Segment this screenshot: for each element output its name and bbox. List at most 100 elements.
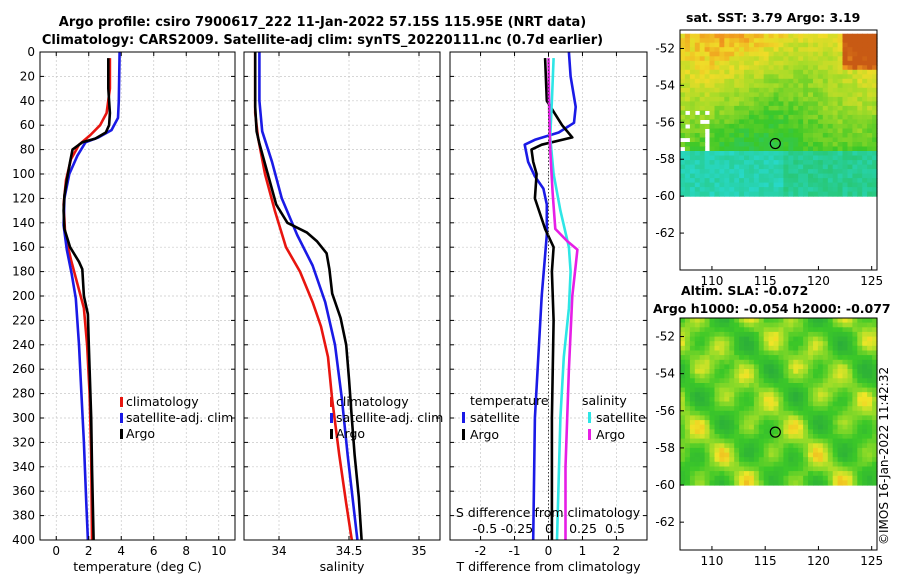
salinity-xtick-label: 35 <box>411 544 426 558</box>
temperature-ytick-label: 140 <box>12 216 35 230</box>
temperature-ytick-label: 200 <box>12 289 35 303</box>
temperature-xlabel: temperature (deg C) <box>73 559 202 574</box>
temperature-xtick-label: 4 <box>117 544 125 558</box>
diff-legend-swatch <box>588 429 591 440</box>
temperature-ytick-label: 20 <box>20 69 35 83</box>
sla-map-ytick-label: -52 <box>655 330 675 344</box>
sst-panel-title: sat. SST: 3.79 Argo: 3.19 <box>686 10 861 25</box>
temperature-ytick-label: 380 <box>12 509 35 523</box>
temperature-ytick-label: 360 <box>12 484 35 498</box>
sat-sst-map-ytick-label: -56 <box>655 115 675 129</box>
temperature-xtick-label: 8 <box>182 544 190 558</box>
figure-title-line2: Climatology: CARS2009. Satellite-adj cli… <box>41 33 604 48</box>
sat-sst-map-ytick-label: -60 <box>655 189 675 203</box>
sla-map-ytick-label: -60 <box>655 478 675 492</box>
sat-sst-map-xtick-label: 120 <box>807 274 830 288</box>
sla-map-xtick-label: 125 <box>860 554 883 568</box>
differences-series-temperature-argo <box>530 58 574 540</box>
sla-map-ytick-label: -56 <box>655 404 675 418</box>
temperature-xtick-label: 6 <box>150 544 158 558</box>
figure-title-line1: Argo profile: csiro 7900617_222 11-Jan-2… <box>58 15 587 30</box>
salinity-xtick-label: 34.5 <box>336 544 363 558</box>
temperature-xtick-label: 10 <box>211 544 226 558</box>
diff-secondary-xtick-label: -0.25 <box>501 521 533 536</box>
salinity-series-argo <box>253 52 363 541</box>
sat-sst-map-ytick-label: -52 <box>655 41 675 55</box>
sat-sst-map-ytick-label: -54 <box>655 78 675 92</box>
sat-sst-map-field <box>680 33 878 197</box>
sat-sst-map-ytick-label: -62 <box>655 226 675 240</box>
diff-legend-label: Argo <box>596 427 625 442</box>
differences-xtick-label: 2 <box>613 544 621 558</box>
temperature-ytick-label: 320 <box>12 435 35 449</box>
salinity-legend-label: climatology <box>336 394 409 409</box>
differences-xtick-label: -1 <box>509 544 521 558</box>
temperature-legend-label: climatology <box>126 394 199 409</box>
temperature-legend-swatch <box>120 397 123 407</box>
temperature-ytick-label: 100 <box>12 167 35 181</box>
salinity-legend-label: satellite-adj. clim <box>336 410 443 425</box>
sat-sst-map-ytick-label: -58 <box>655 152 675 166</box>
temperature-legend-label: satellite-adj. clim <box>126 410 233 425</box>
diff-secondary-xlabel: S difference from climatology <box>456 505 641 520</box>
temperature-ytick-label: 280 <box>12 387 35 401</box>
temperature-legend-swatch <box>120 413 123 423</box>
sat-sst-map-xtick-label: 115 <box>754 274 777 288</box>
temperature-ytick-label: 60 <box>20 118 35 132</box>
sat-sst-map-axes-frame <box>679 29 878 271</box>
diff-legend-swatch <box>462 429 465 440</box>
salinity-legend-swatch <box>330 413 333 423</box>
differences-xlabel: T difference from climatology <box>455 559 641 574</box>
temperature-series-climatology <box>62 58 112 541</box>
sat-sst-map-xtick-label: 110 <box>700 274 723 288</box>
sat-sst-map-argo-marker <box>769 137 781 150</box>
temperature-ytick-label: 40 <box>20 94 35 108</box>
differences-xtick-label: 0 <box>545 544 553 558</box>
sla-map-ytick-label: -58 <box>655 441 675 455</box>
temperature-ytick-label: 220 <box>12 313 35 327</box>
diff-legend-label: satellite <box>470 410 520 425</box>
sla-map-xtick-label: 115 <box>754 554 777 568</box>
temperature-ytick-label: 80 <box>20 143 35 157</box>
temperature-ytick-label: 160 <box>12 240 35 254</box>
diff-secondary-xtick-label: 0.25 <box>569 521 597 536</box>
temperature-ytick-label: 340 <box>12 460 35 474</box>
differences-series-temperature-satellite <box>523 51 578 541</box>
sla-panel-title-line2: Argo h1000: -0.054 h2000: -0.077 <box>653 301 891 316</box>
temperature-legend-label: Argo <box>126 426 155 441</box>
temperature-legend-swatch <box>120 429 123 439</box>
temperature-xtick-label: 0 <box>52 544 60 558</box>
sla-map-field <box>680 318 878 486</box>
diff-legend-label: satellite <box>596 410 646 425</box>
diff-secondary-xtick-label: 0.5 <box>605 521 625 536</box>
salinity-xtick-label: 34 <box>271 544 286 558</box>
diff-legend-swatch <box>588 412 591 423</box>
temperature-ytick-label: 120 <box>12 191 35 205</box>
diff-legend-swatch <box>462 412 465 423</box>
sat-sst-map-xtick-label: 125 <box>860 274 883 288</box>
sla-panel-title-line1: Altim. SLA: -0.072 <box>681 283 809 298</box>
temperature-ytick-label: 400 <box>12 533 35 547</box>
salinity-series-satellite-adj.-clim <box>258 52 359 541</box>
differences-series-salinity-argo <box>547 58 579 540</box>
sla-map-xtick-label: 120 <box>807 554 830 568</box>
sla-map-xtick-label: 110 <box>700 554 723 568</box>
temperature-ytick-label: 180 <box>12 265 35 279</box>
diff-legend-salinity-header: salinity <box>582 393 627 408</box>
temperature-xtick-label: 2 <box>85 544 93 558</box>
temperature-ytick-label: 300 <box>12 411 35 425</box>
diff-secondary-xtick-label: -0.5 <box>473 521 497 536</box>
differences-xtick-label: 1 <box>579 544 587 558</box>
sla-map-axes-frame <box>679 317 878 551</box>
diff-legend-temperature-header: temperature <box>470 393 549 408</box>
temperature-ytick-label: 0 <box>27 45 35 59</box>
diff-legend-label: Argo <box>470 427 499 442</box>
sla-map-argo-marker <box>769 426 781 438</box>
salinity-xlabel: salinity <box>320 559 365 574</box>
salinity-legend-label: Argo <box>336 426 365 441</box>
differences-xtick-label: -2 <box>475 544 487 558</box>
temperature-ytick-label: 260 <box>12 362 35 376</box>
sla-map-ytick-label: -62 <box>655 515 675 529</box>
salinity-legend-swatch <box>330 397 333 407</box>
